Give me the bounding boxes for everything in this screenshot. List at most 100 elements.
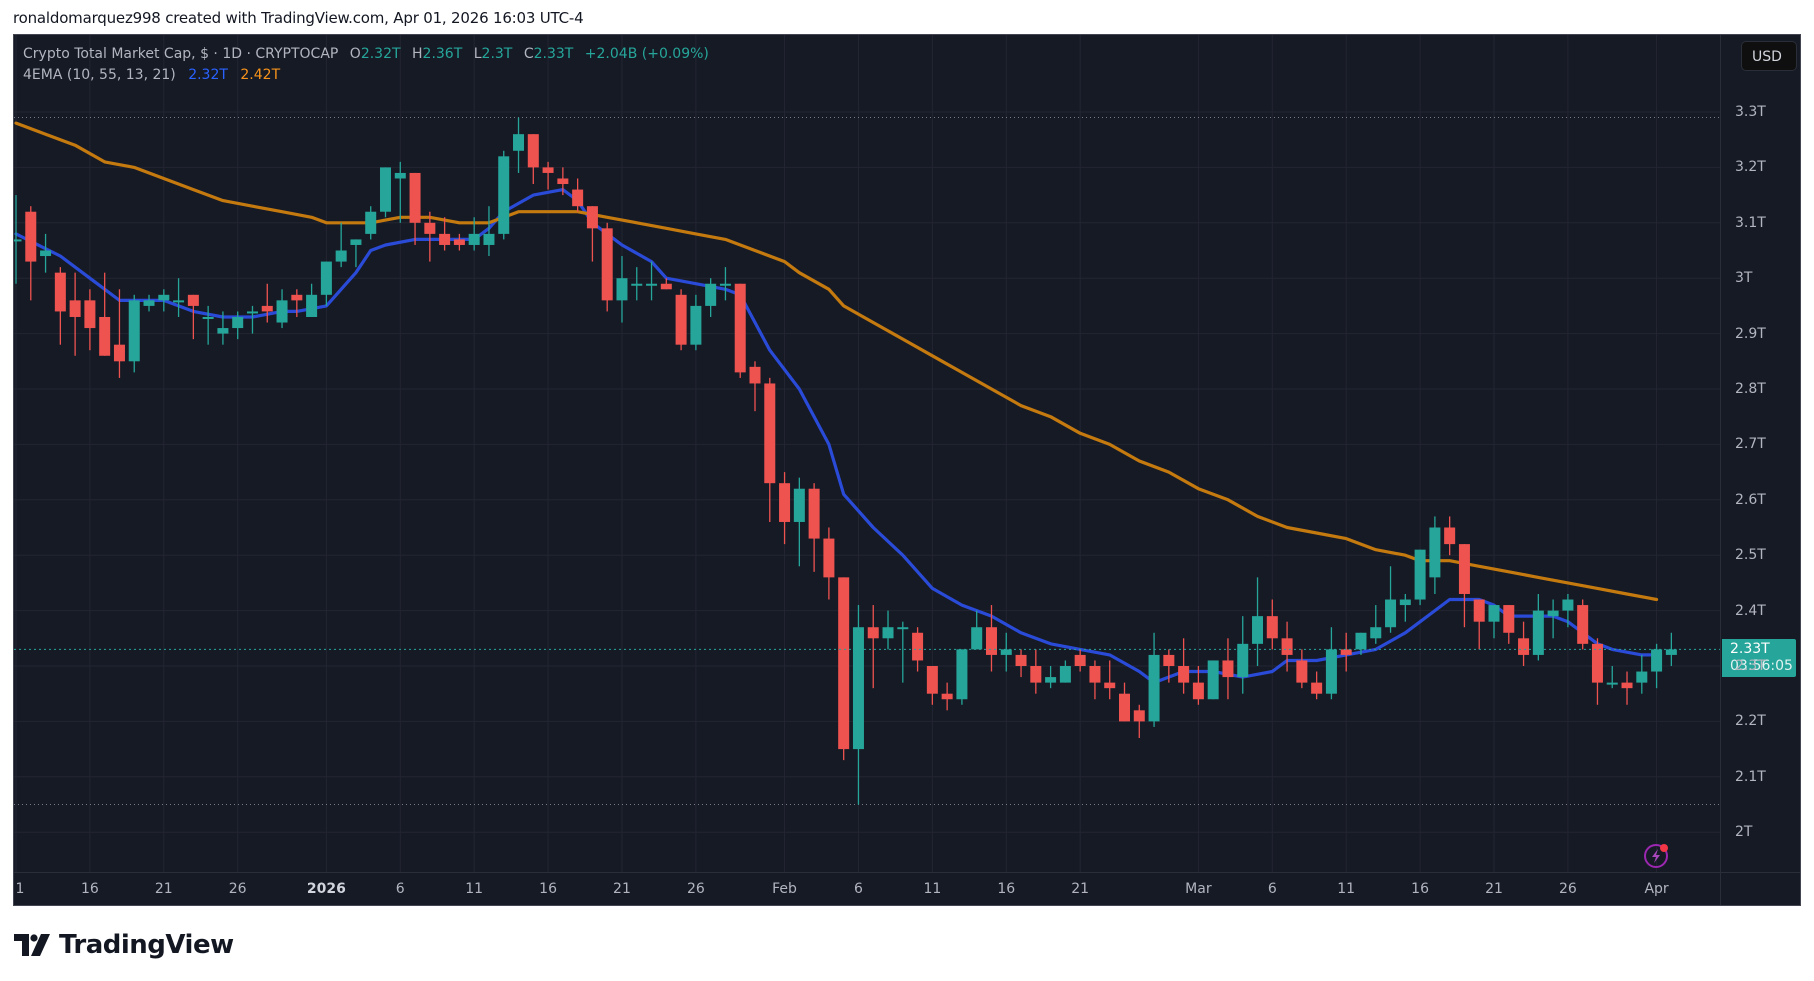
candle-body (439, 233, 451, 245)
candle-body (749, 366, 761, 384)
bar-countdown: 03:56:05 (1730, 658, 1793, 675)
time-tick-label: 6 (853, 881, 863, 897)
low-label: L (473, 46, 482, 62)
candle-body (838, 577, 850, 750)
candle-body (1059, 666, 1071, 683)
candle-body (424, 222, 436, 234)
candle-body (350, 239, 362, 245)
open-value: 2.32T (360, 46, 401, 62)
candle-body (779, 483, 791, 522)
candle-body (1325, 649, 1337, 694)
candle-body (912, 632, 924, 661)
candle-body (409, 172, 421, 223)
candle-body (690, 305, 702, 345)
candle-body (380, 167, 391, 212)
symbol-legend: Crypto Total Market Cap, $ · 1D · CRYPTO… (23, 44, 709, 65)
candle-body (616, 278, 628, 301)
candle-body (1266, 616, 1278, 639)
candle-body (985, 627, 997, 655)
ema-slow-value: 2.42T (240, 67, 281, 83)
candle-body (1237, 643, 1249, 678)
candle-body (793, 488, 805, 522)
candle-body (1074, 654, 1086, 666)
candle-body (852, 627, 864, 750)
axis-corner (1720, 872, 1800, 905)
time-tick-label: 26 (1558, 881, 1577, 897)
candle-body (1030, 666, 1042, 683)
last-price-label: 2.33T 03:56:05 (1722, 639, 1796, 678)
candle-body (25, 211, 37, 262)
price-tick-label: 3.3T (1735, 104, 1766, 120)
candle-body (572, 189, 584, 207)
time-tick-label: 26 (686, 881, 705, 897)
candle-body (1444, 527, 1456, 545)
candle-body (882, 627, 894, 639)
time-tick-label: 21 (1071, 881, 1090, 897)
candle-body (498, 156, 510, 234)
candlestick-chart[interactable] (14, 35, 1720, 872)
candle-body (202, 316, 214, 319)
time-tick-label: 11 (923, 881, 942, 897)
candle-body (1148, 654, 1160, 722)
ema-slow-line (14, 121, 1659, 602)
high-label: H (412, 46, 423, 62)
price-tick-label: 2.7T (1735, 436, 1766, 453)
low-value: 2.3T (481, 46, 513, 62)
candle-body (1562, 599, 1574, 611)
candle-body (1621, 682, 1633, 689)
price-tick-label: 2T (1735, 824, 1753, 841)
candle-body (99, 316, 111, 356)
currency-button[interactable]: USD (1741, 41, 1797, 71)
symbol-title[interactable]: Crypto Total Market Cap, $ · 1D · CRYPTO… (23, 46, 339, 62)
time-tick-label: 11 (1337, 881, 1356, 897)
candle-body (1178, 666, 1190, 683)
candle-body (1207, 660, 1219, 700)
tradingview-logo[interactable]: TradingView (14, 930, 234, 960)
candle-body (1385, 599, 1397, 628)
time-tick-label: 6 (1267, 881, 1277, 897)
candle-body (84, 300, 96, 329)
time-tick-label: 21 (154, 881, 173, 897)
candle-body (261, 305, 273, 312)
indicator-title[interactable]: 4EMA (10, 55, 13, 21) (23, 67, 176, 83)
candle-body (1119, 693, 1130, 722)
time-tick-label: 26 (228, 881, 247, 897)
price-tick-label: 2.4T (1735, 602, 1766, 619)
candle-body (1429, 527, 1441, 578)
price-tick-label: 2.5T (1735, 547, 1766, 564)
candle-body (956, 649, 968, 700)
time-tick-label: 21 (613, 881, 631, 897)
price-plot[interactable]: Crypto Total Market Cap, $ · 1D · CRYPTO… (14, 35, 1720, 872)
alert-icon[interactable] (1642, 840, 1672, 870)
candle-body (1518, 638, 1530, 655)
candle-body (276, 300, 288, 323)
candle-body (306, 294, 318, 317)
candle-body (1458, 544, 1470, 594)
candle-body (1015, 654, 1027, 666)
last-price-value: 2.33T (1730, 641, 1770, 658)
candle-body (1414, 549, 1426, 600)
time-tick-label: Feb (772, 881, 797, 897)
time-axis[interactable]: 1 16 21 26 2026 6 11 16 21 26 Feb 6 11 16 21 Mar 6 11 16 21… (14, 872, 1720, 905)
candle-body (1192, 682, 1204, 700)
candle-body (113, 344, 125, 362)
candle-body (335, 250, 347, 262)
time-tick-label: 11 (465, 881, 484, 897)
candle-body (867, 627, 879, 639)
candle-body (971, 627, 983, 650)
candle-body (365, 211, 377, 234)
candle-body (173, 300, 185, 303)
candle-body (631, 283, 643, 286)
candle-body (14, 239, 22, 242)
candle-body (394, 172, 406, 179)
price-tick-label: 2.8T (1735, 381, 1766, 397)
candle-body (1252, 616, 1264, 644)
candle-body (719, 283, 731, 286)
time-tick-label: 6 (395, 881, 405, 897)
candle-body (1000, 649, 1012, 655)
price-axis[interactable]: USD 2.33T 03:56:05 3.3T 3.2T 3.1T 3T 2.9T 2.8… (1720, 35, 1800, 872)
candle-body (1296, 660, 1308, 683)
candle-body (1104, 682, 1116, 689)
candle-body (527, 134, 539, 168)
candle-body (1045, 677, 1057, 683)
